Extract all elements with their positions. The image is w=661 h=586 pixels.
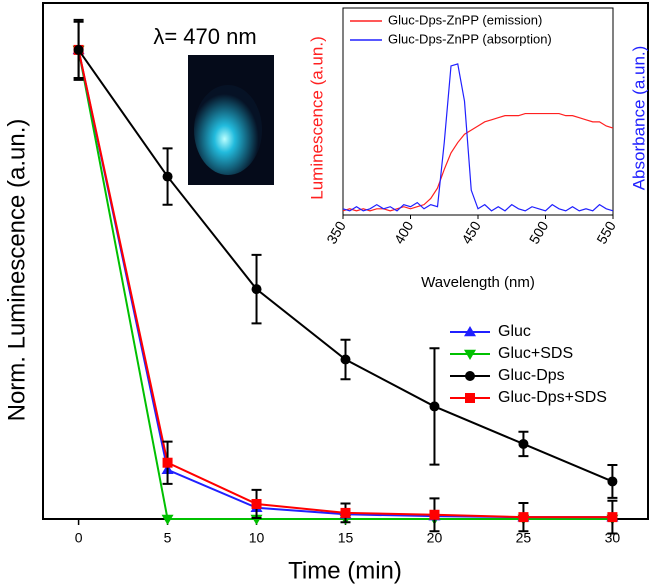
series-line bbox=[342, 112, 614, 212]
legend-marker bbox=[465, 371, 475, 381]
inset-y2-title: Absorbance (a.un.) bbox=[629, 46, 648, 191]
legend-label: Gluc-Dps-ZnPP (absorption) bbox=[388, 31, 552, 46]
x-tick-label: 5 bbox=[164, 530, 172, 546]
marker bbox=[251, 498, 262, 509]
marker bbox=[162, 171, 173, 182]
x-tick-label: 350 bbox=[323, 218, 349, 246]
x-tick-label: 450 bbox=[458, 218, 484, 246]
marker bbox=[607, 512, 618, 523]
x-axis-title: Time (min) bbox=[288, 557, 402, 584]
marker bbox=[429, 509, 440, 520]
legend-marker bbox=[464, 326, 476, 337]
marker bbox=[340, 507, 351, 518]
x-tick-label: 0 bbox=[75, 530, 83, 546]
annotation: λ= 470 nm bbox=[153, 24, 256, 49]
marker bbox=[607, 476, 618, 487]
y-axis-title: Norm. Luminescence (a.un.) bbox=[3, 119, 30, 422]
legend-label: Gluc-Dps+SDS bbox=[498, 389, 607, 406]
x-tick-label: 400 bbox=[391, 218, 417, 246]
x-tick-label: 500 bbox=[526, 218, 552, 246]
x-tick-label: 10 bbox=[249, 530, 265, 546]
legend-marker bbox=[464, 349, 476, 360]
x-tick-label: 20 bbox=[427, 530, 443, 546]
series-line bbox=[342, 63, 614, 212]
marker bbox=[429, 401, 440, 412]
marker bbox=[161, 514, 174, 525]
legend-label: Gluc-Dps bbox=[498, 367, 565, 384]
x-tick-label: 25 bbox=[516, 530, 532, 546]
legend-label: Gluc+SDS bbox=[498, 345, 573, 362]
marker bbox=[73, 44, 84, 55]
photo-glow bbox=[194, 85, 262, 175]
inset-x-title: Wavelength (nm) bbox=[421, 274, 535, 291]
marker bbox=[340, 354, 351, 365]
legend-label: Gluc bbox=[498, 323, 531, 340]
x-tick-label: 550 bbox=[593, 218, 619, 246]
marker bbox=[251, 284, 262, 295]
main-plot: 0 5 10 15 20 25 30GlucGluc+SDSGluc-DpsGluc-Dps… bbox=[72, 18, 620, 546]
inset-frame bbox=[342, 7, 614, 216]
legend-label: Gluc-Dps-ZnPP (emission) bbox=[388, 12, 542, 27]
marker bbox=[518, 438, 529, 449]
inset-y-title: Luminescence (a.un.) bbox=[307, 36, 326, 199]
x-tick-label: 15 bbox=[338, 530, 354, 546]
marker bbox=[518, 512, 529, 523]
legend-marker bbox=[465, 393, 475, 403]
marker bbox=[162, 457, 173, 468]
